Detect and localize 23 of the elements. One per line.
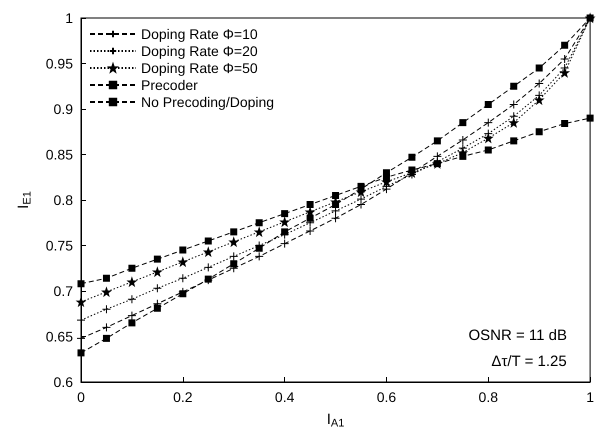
x-tick-label: 0.4 xyxy=(274,389,295,405)
x-tick-label: 0 xyxy=(77,389,86,405)
y-tick-label: 0.65 xyxy=(46,328,74,344)
annotation: Δτ/T = 1.25 xyxy=(491,353,567,370)
annotation: OSNR = 11 dB xyxy=(468,327,568,344)
y-tick-label: 0.75 xyxy=(46,238,74,254)
y-axis-title: IE1 xyxy=(15,191,34,209)
y-tick-label: 0.8 xyxy=(54,192,74,208)
y-tick-label: 0.6 xyxy=(54,374,74,390)
x-tick-label: 0.8 xyxy=(478,389,498,405)
legend-label: No Precoding/Doping xyxy=(141,94,274,110)
y-tick-label: 0.7 xyxy=(54,283,74,299)
x-tick-label: 1 xyxy=(586,389,594,405)
y-tick-label: 0.85 xyxy=(46,146,74,162)
legend-label: Doping Rate Φ=20 xyxy=(141,43,258,59)
legend-label: Doping Rate Φ=50 xyxy=(141,60,258,76)
legend-label: Doping Rate Φ=10 xyxy=(141,26,258,42)
legend-label: Precoder xyxy=(141,77,198,93)
y-tick-label: 0.9 xyxy=(54,101,74,117)
y-tick-label: 1 xyxy=(65,10,74,26)
x-tick-label: 0.2 xyxy=(173,389,193,405)
y-tick-label: 0.95 xyxy=(46,56,74,72)
x-tick-label: 0.6 xyxy=(376,389,396,405)
